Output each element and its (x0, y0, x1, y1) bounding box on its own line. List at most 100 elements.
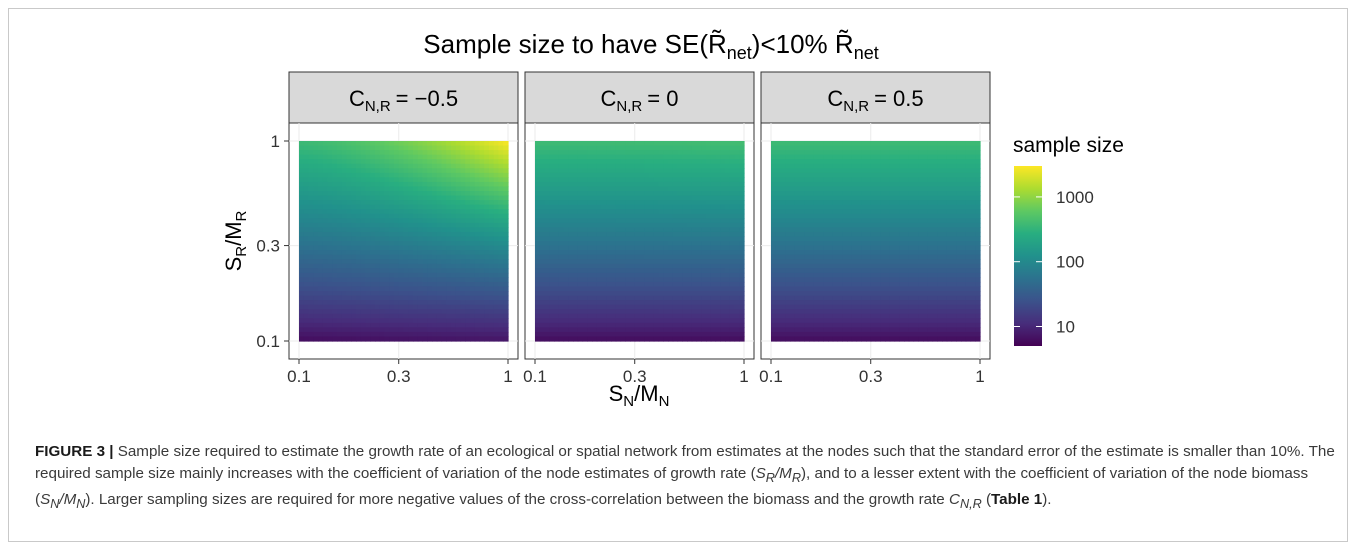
heatmap-cell (630, 141, 636, 147)
heatmap-cell (818, 291, 824, 297)
heatmap-cell (809, 268, 815, 274)
heatmap-cell (370, 186, 376, 192)
heatmap-cell (734, 150, 740, 156)
heatmap-cell (715, 204, 721, 210)
heatmap-cell (332, 300, 338, 306)
heatmap-cell (337, 191, 343, 197)
heatmap-cell (544, 209, 550, 215)
heatmap-cell (558, 281, 565, 288)
heatmap-cell (460, 231, 466, 238)
heatmap-cell (493, 209, 500, 215)
heatmap-cell (351, 322, 357, 328)
heatmap-cell (489, 291, 495, 297)
heatmap-cell (677, 241, 683, 247)
heatmap-cell (365, 204, 371, 210)
heatmap-cell (739, 141, 745, 147)
heatmap-cell (417, 241, 424, 247)
heatmap-cell (804, 318, 810, 324)
heatmap-cell (653, 191, 660, 197)
heatmap-cell (493, 327, 500, 333)
heatmap-cell (794, 150, 801, 156)
heatmap-cell (701, 268, 707, 274)
heatmap-cell (479, 295, 485, 301)
heatmap-cell (417, 327, 424, 333)
heatmap-cell (775, 159, 782, 165)
heatmap-cell (739, 191, 745, 197)
heatmap-cell (775, 281, 782, 288)
heatmap-cell (823, 245, 829, 251)
heatmap-cell (851, 195, 858, 201)
heatmap-cell (644, 309, 650, 315)
heatmap-cell (606, 268, 612, 274)
heatmap-cell (790, 304, 796, 310)
heatmap-cell (394, 150, 400, 156)
heatmap-cell (785, 263, 791, 269)
heatmap-cell (544, 177, 550, 183)
heatmap-cell (663, 195, 669, 201)
heatmap-cell (861, 145, 867, 151)
heatmap-cell (639, 150, 645, 156)
heatmap-cell (446, 322, 452, 328)
heatmap-cell (644, 222, 650, 228)
heatmap-cell (549, 268, 555, 274)
heatmap-cell (663, 309, 669, 315)
heatmap-cell (856, 322, 862, 328)
heatmap-cell (706, 231, 712, 238)
heatmap-cell (299, 304, 305, 310)
heatmap-cell (535, 336, 541, 342)
heatmap-cell (611, 281, 617, 288)
heatmap-cell (625, 222, 631, 228)
heatmap-cell (489, 327, 495, 333)
heatmap-cell (360, 322, 367, 328)
heatmap-cell (809, 250, 815, 256)
heatmap-cell (682, 263, 688, 269)
heatmap-cell (332, 177, 338, 183)
heatmap-cell (446, 222, 452, 228)
heatmap-cell (715, 268, 721, 274)
heatmap-cell (427, 263, 433, 269)
heatmap-cell (384, 236, 390, 242)
heatmap-cell (880, 322, 886, 328)
heatmap-cell (573, 313, 579, 319)
heatmap-cell (577, 272, 584, 278)
heatmap-cell (465, 186, 471, 192)
heatmap-cell (451, 300, 457, 306)
heatmap-cell (832, 250, 839, 256)
heatmap-cell (332, 181, 338, 188)
heatmap-cell (739, 254, 745, 260)
heatmap-cell (823, 259, 829, 265)
heatmap-cell (587, 331, 593, 338)
heatmap-cell (493, 322, 500, 328)
heatmap-cell (696, 218, 702, 224)
heatmap-cell (432, 331, 438, 338)
heatmap-cell (677, 309, 683, 315)
heatmap-cell (417, 218, 424, 224)
heatmap-cell (611, 241, 617, 247)
heatmap-cell (360, 268, 367, 274)
heatmap-cell (341, 318, 348, 324)
heatmap-cell (446, 204, 452, 210)
heatmap-cell (601, 145, 607, 151)
heatmap-cell (832, 168, 839, 174)
heatmap-cell (422, 222, 428, 228)
heatmap-cell (691, 209, 698, 215)
heatmap-cell (691, 277, 698, 283)
heatmap-cell (582, 281, 588, 288)
heatmap-cell (432, 304, 438, 310)
heatmap-cell (880, 327, 886, 333)
heatmap-cell (606, 295, 612, 301)
heatmap-cell (544, 204, 550, 210)
heatmap-cell (436, 250, 443, 256)
heatmap-cell (620, 145, 626, 151)
heatmap-cell (653, 295, 660, 301)
heatmap-cell (804, 191, 810, 197)
heatmap-cell (785, 141, 791, 147)
heatmap-cell (847, 304, 853, 310)
heatmap-cell (799, 250, 805, 256)
heatmap-cell (596, 250, 603, 256)
heatmap-cell (734, 177, 740, 183)
heatmap-cell (794, 181, 801, 188)
heatmap-cell (337, 245, 343, 251)
heatmap-cell (398, 177, 405, 183)
heatmap-cell (775, 322, 782, 328)
